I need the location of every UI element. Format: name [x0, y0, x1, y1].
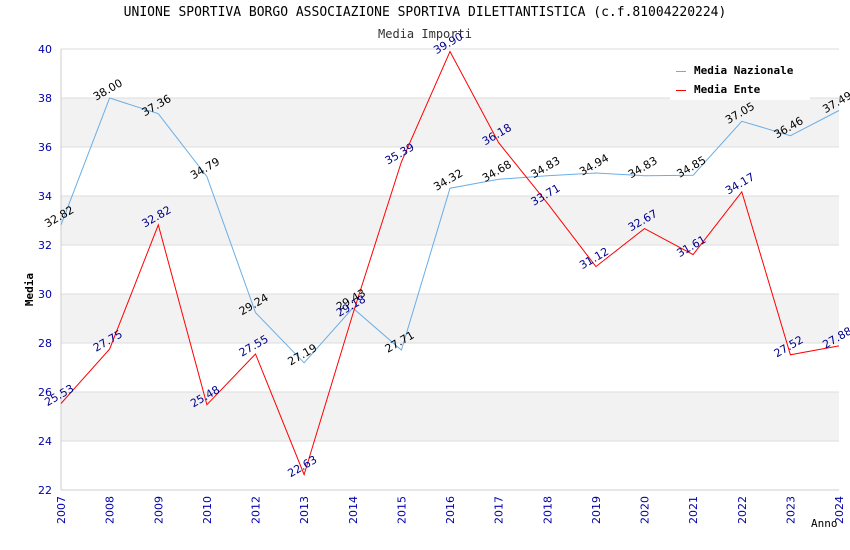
x-tick-label: 2015: [395, 496, 408, 524]
y-tick-label: 28: [38, 337, 52, 350]
x-tick-label: 2018: [541, 496, 554, 524]
grid-band: [61, 98, 839, 147]
data-label: 34.68: [480, 158, 514, 185]
data-label: 27.19: [285, 341, 319, 368]
y-tick-label: 22: [38, 484, 52, 497]
y-tick-label: 24: [38, 435, 52, 448]
x-tick-label: 2009: [152, 496, 165, 524]
x-axis-label: Anno: [811, 517, 838, 530]
x-tick-label: 2007: [55, 496, 68, 524]
x-tick-label: 2020: [639, 496, 652, 524]
legend-label-media-nazionale: Media Nazionale: [694, 64, 794, 77]
y-tick-label: 38: [38, 92, 52, 105]
series-line-media-nazionale: [60, 97, 840, 364]
grid-band: [61, 392, 839, 441]
data-label: 34.17: [723, 170, 757, 197]
y-tick-label: 30: [38, 288, 52, 301]
x-tick-label: 2017: [493, 496, 506, 524]
legend-item-media-ente: Media Ente: [676, 83, 760, 99]
x-tick-label: 2016: [444, 496, 457, 524]
y-tick-label: 36: [38, 141, 52, 154]
x-tick-label: 2012: [250, 496, 263, 524]
y-tick-label: 40: [38, 43, 52, 56]
legend-item-media-nazionale: Media Nazionale: [676, 64, 793, 80]
legend-swatch-media-ente: [676, 89, 686, 91]
x-tick-label: 2010: [201, 496, 214, 524]
x-tick-label: 2023: [784, 496, 797, 524]
x-tick-label: 2014: [347, 496, 360, 524]
x-tick-label: 2013: [298, 496, 311, 524]
grid-band: [61, 294, 839, 343]
series-line-media-ente: [60, 50, 840, 477]
data-label: 22.63: [285, 453, 319, 480]
chart-title: UNIONE SPORTIVA BORGO ASSOCIAZIONE SPORT…: [123, 5, 727, 20]
y-tick-label: 34: [38, 190, 52, 203]
grid-band: [61, 196, 839, 245]
data-label: 39.90: [431, 30, 465, 57]
x-tick-label: 2008: [104, 496, 117, 524]
data-label: 34.83: [626, 154, 660, 181]
y-tick-label: 32: [38, 239, 52, 252]
x-tick-label: 2022: [736, 496, 749, 524]
y-tick-label: 26: [38, 386, 52, 399]
chart-subtitle: Media Importi: [378, 27, 472, 41]
data-label: 34.32: [431, 167, 465, 194]
legend: Media Nazionale Media Ente: [670, 60, 810, 100]
data-label: 34.85: [674, 154, 708, 181]
legend-label-media-ente: Media Ente: [694, 83, 761, 96]
legend-swatch-media-nazionale: [676, 70, 686, 72]
data-label: 34.83: [529, 154, 563, 181]
y-axis-label: Media: [23, 273, 36, 306]
data-label: 34.94: [577, 151, 611, 178]
x-tick-label: 2021: [687, 496, 700, 524]
x-tick-label: 2019: [590, 496, 603, 524]
x-tick-label: 2024: [833, 496, 846, 524]
